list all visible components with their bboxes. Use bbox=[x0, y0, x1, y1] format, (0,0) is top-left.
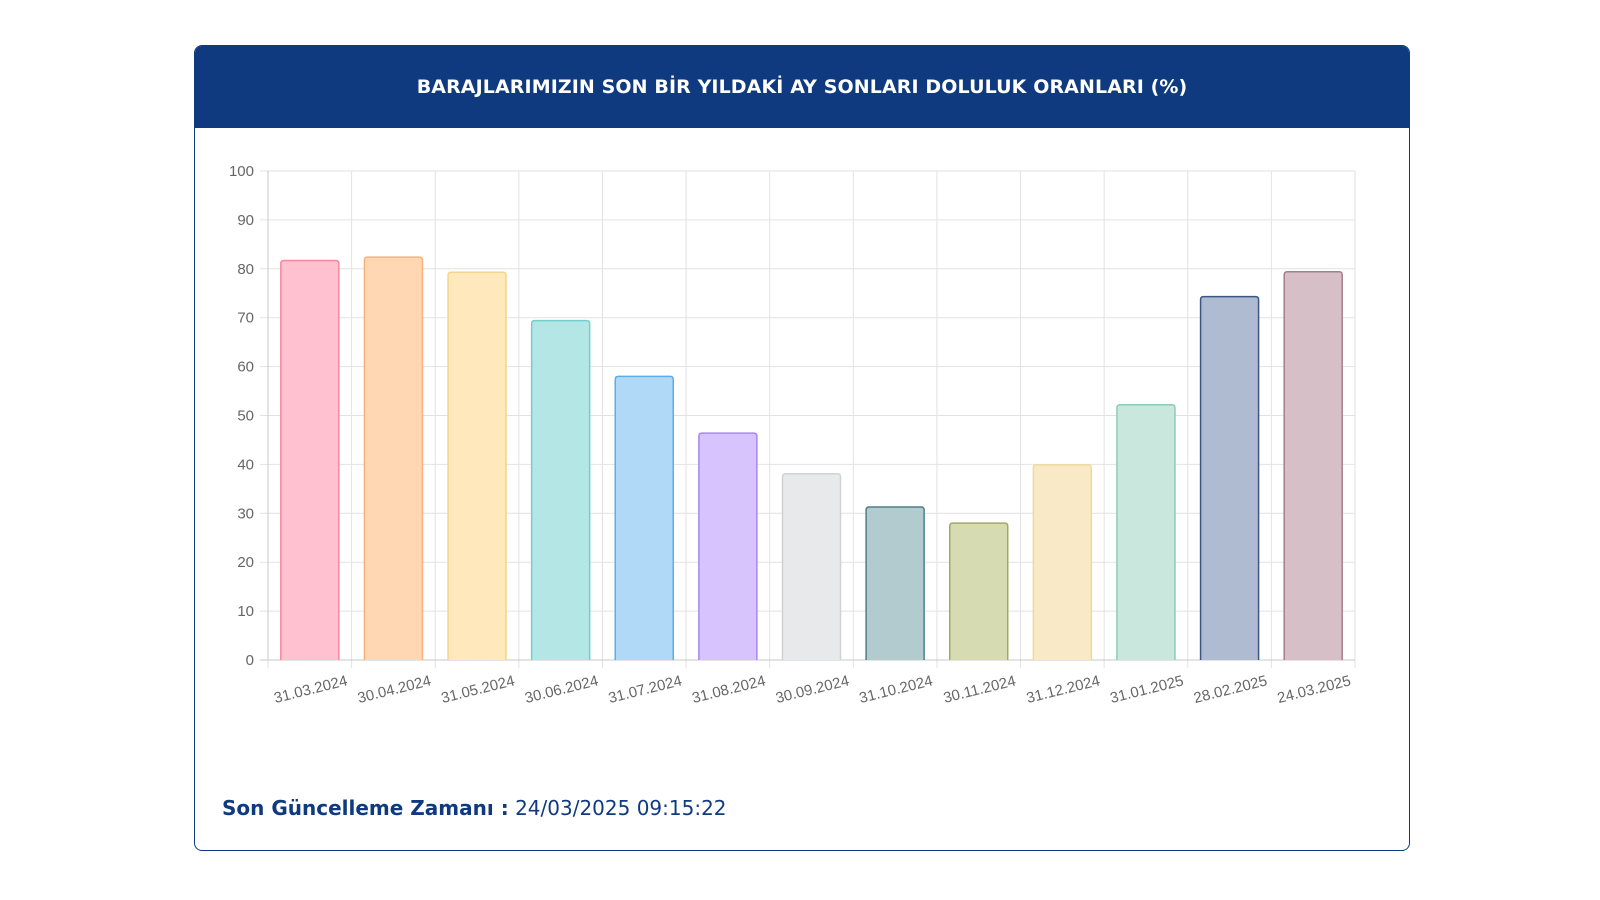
x-tick-label: 31.12.2024 bbox=[1025, 672, 1102, 707]
bar-31.10.2024 bbox=[865, 506, 925, 660]
y-tick-label: 10 bbox=[237, 603, 254, 620]
last-update: Son Güncelleme Zamanı : 24/03/2025 09:15… bbox=[222, 796, 727, 820]
y-tick-label: 90 bbox=[237, 212, 254, 229]
y-tick-label: 20 bbox=[237, 554, 254, 571]
last-update-label: Son Güncelleme Zamanı : bbox=[222, 796, 509, 820]
bar-28.02.2025 bbox=[1199, 295, 1260, 660]
y-tick-label: 0 bbox=[246, 652, 254, 669]
x-tick-label: 30.04.2024 bbox=[356, 672, 433, 707]
card-header: BARAJLARIMIZIN SON BİR YILDAKİ AY SONLAR… bbox=[195, 46, 1409, 128]
chart-card: BARAJLARIMIZIN SON BİR YILDAKİ AY SONLAR… bbox=[194, 45, 1410, 851]
bar-chart: 0 10 20 30 40 50 60 70 80 90 100 31.03.2024 30.04.20… bbox=[229, 163, 1356, 707]
bar-30.04.2024 bbox=[363, 256, 424, 660]
y-tick-label: 60 bbox=[237, 359, 254, 376]
bar-31.08.2024 bbox=[698, 432, 758, 660]
y-tick-label: 40 bbox=[237, 456, 254, 473]
bar-31.03.2024 bbox=[280, 259, 340, 660]
y-tick-label: 50 bbox=[237, 408, 254, 425]
bar-30.06.2024 bbox=[530, 319, 591, 660]
x-tick-label: 28.02.2025 bbox=[1192, 672, 1269, 707]
y-tick-label: 70 bbox=[237, 310, 254, 327]
x-tick-label: 31.03.2024 bbox=[272, 672, 349, 707]
x-tick-label: 30.09.2024 bbox=[774, 672, 851, 707]
bar-31.01.2025 bbox=[1116, 403, 1176, 660]
y-tick-label: 30 bbox=[237, 505, 254, 522]
y-tick-label: 100 bbox=[229, 163, 254, 180]
x-tick-label: 31.07.2024 bbox=[607, 672, 684, 707]
bar-30.09.2024 bbox=[781, 472, 842, 660]
x-tick-label: 31.08.2024 bbox=[690, 672, 767, 707]
bar-24.03.2025 bbox=[1283, 270, 1343, 660]
bar-31.05.2024 bbox=[447, 271, 507, 660]
bar-30.11.2024 bbox=[948, 522, 1009, 660]
bar-31.12.2024 bbox=[1032, 464, 1093, 660]
x-tick-label: 30.11.2024 bbox=[942, 672, 1018, 706]
x-tick-label: 31.05.2024 bbox=[439, 672, 516, 707]
x-tick-label: 31.10.2024 bbox=[858, 672, 935, 707]
x-tick-label: 31.01.2025 bbox=[1108, 672, 1185, 707]
last-update-value: 24/03/2025 09:15:22 bbox=[515, 796, 727, 820]
x-tick-label: 24.03.2025 bbox=[1276, 672, 1353, 707]
y-tick-label: 80 bbox=[237, 261, 254, 278]
x-tick-label: 30.06.2024 bbox=[523, 672, 600, 707]
chart-title: BARAJLARIMIZIN SON BİR YILDAKİ AY SONLAR… bbox=[416, 76, 1188, 98]
bar-31.07.2024 bbox=[614, 375, 675, 660]
